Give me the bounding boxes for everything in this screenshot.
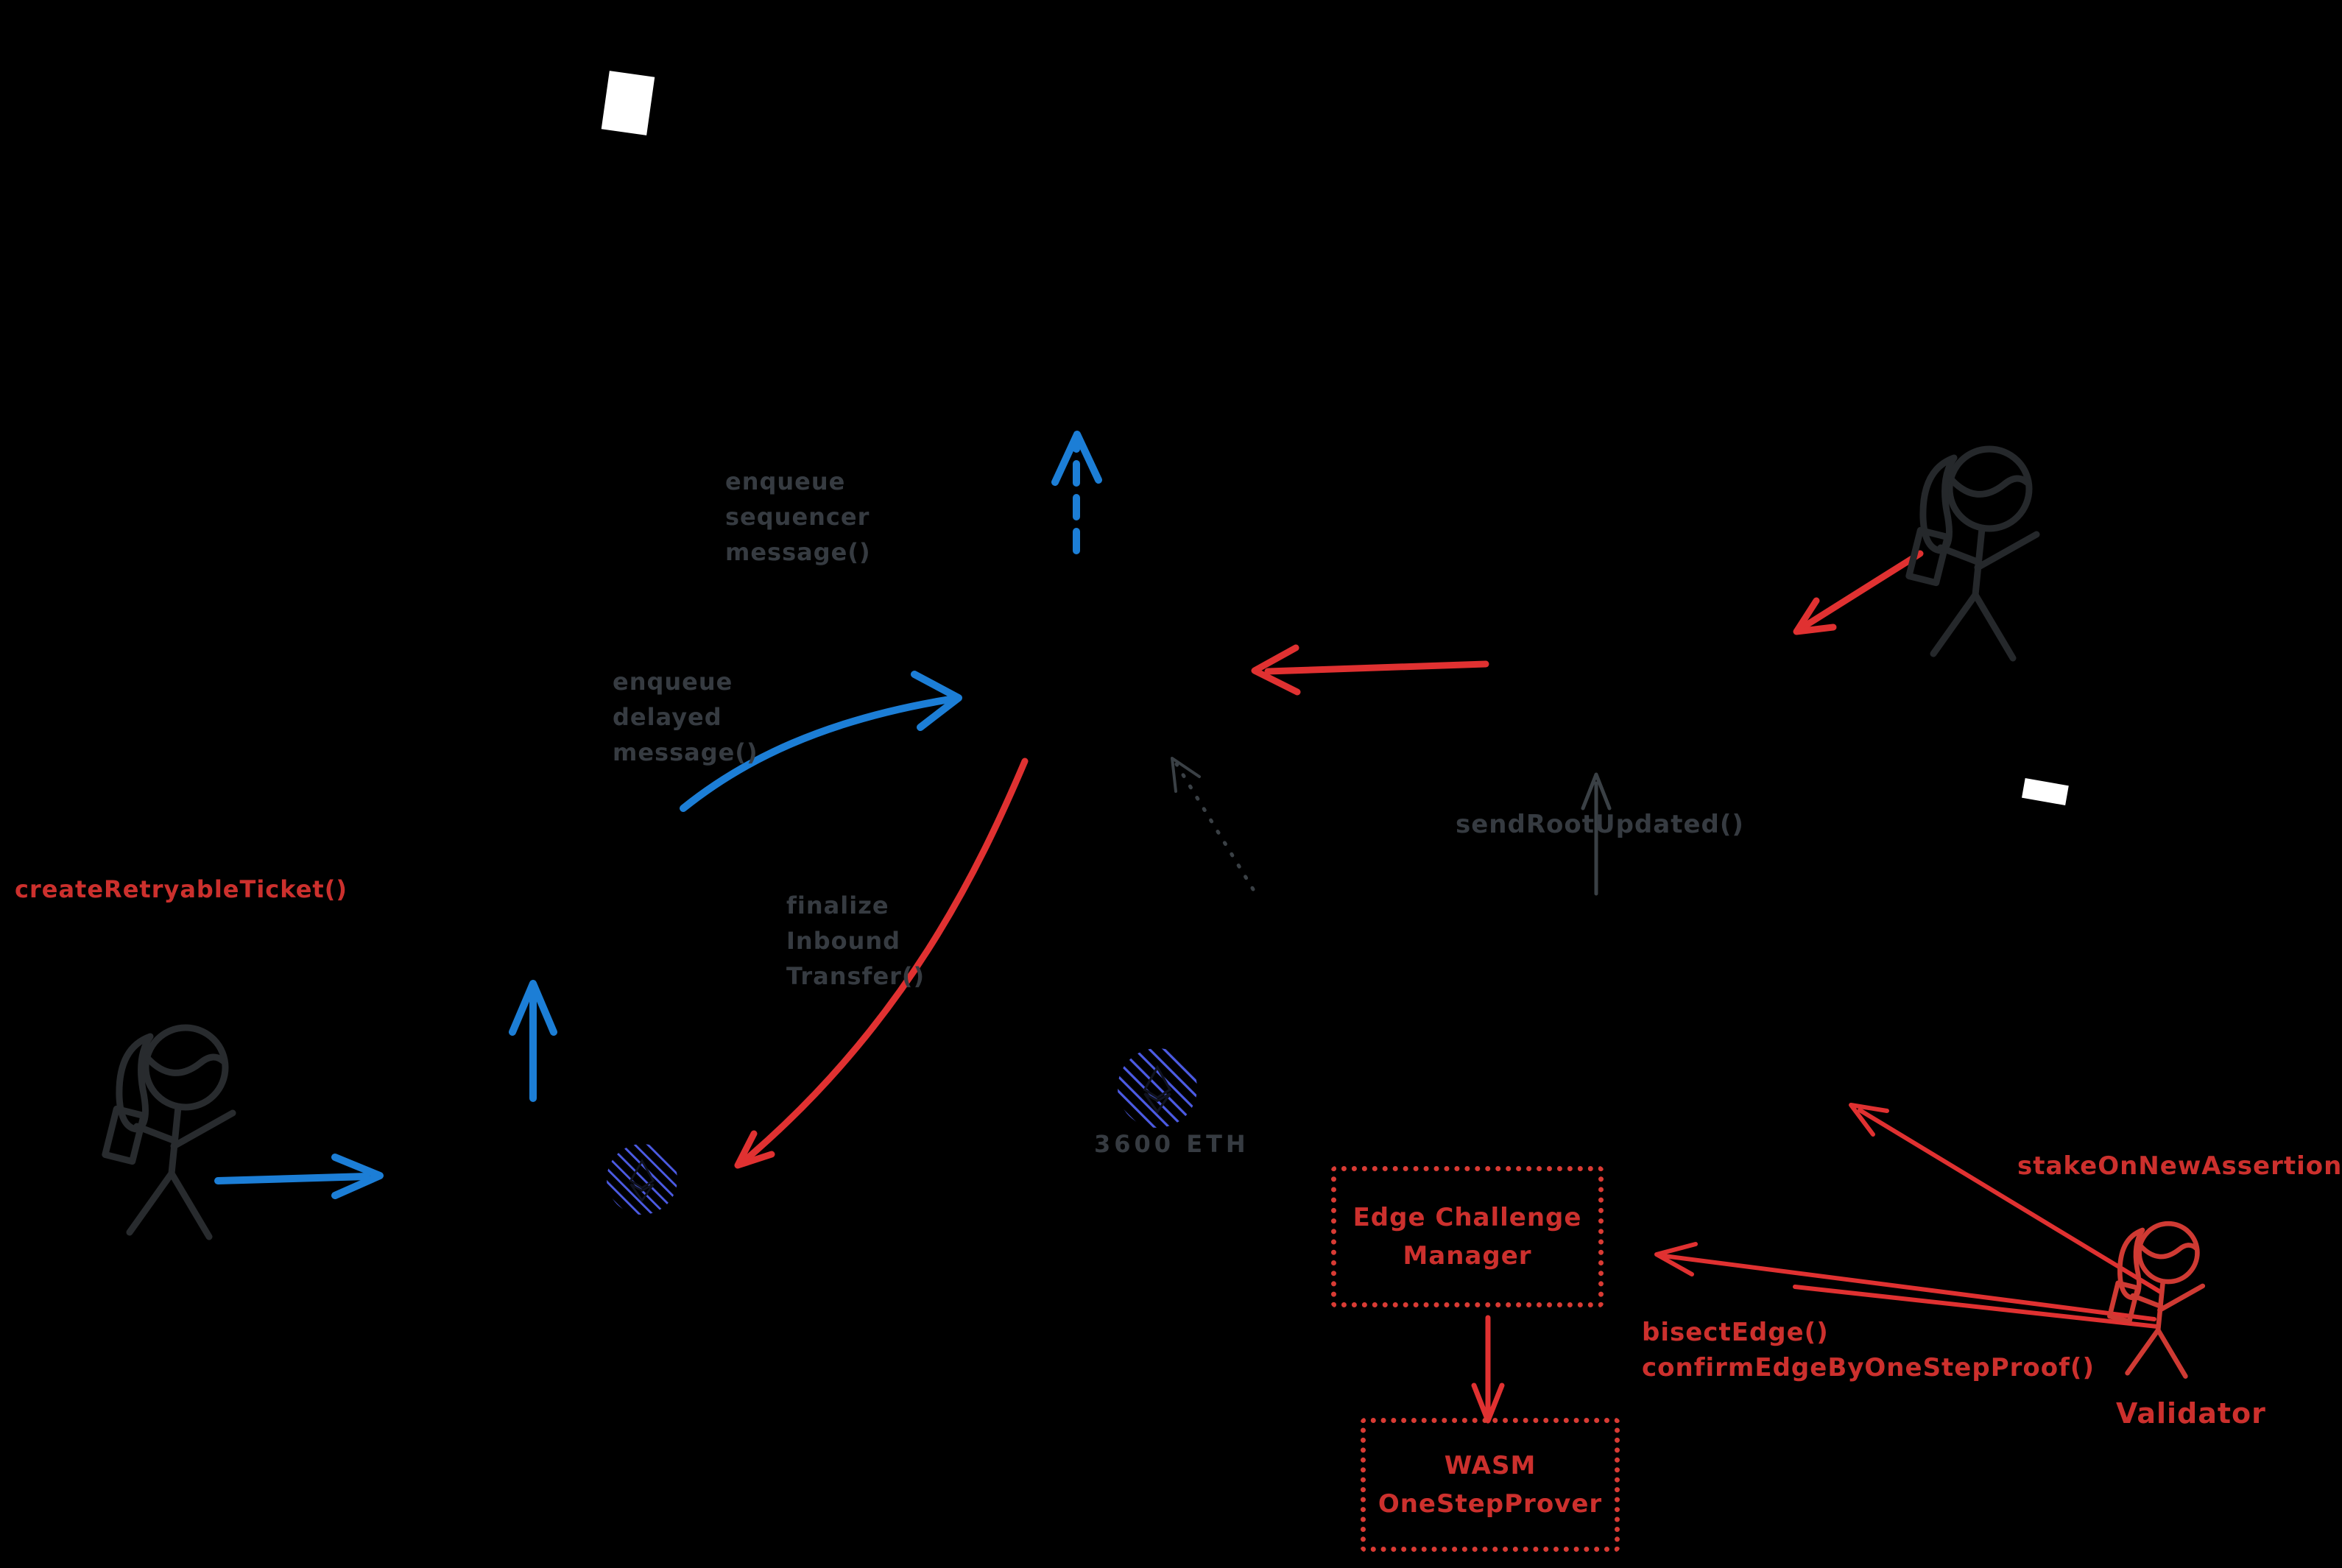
dotted-link-arrow: [1171, 757, 1255, 891]
wasm-one-step-prover-box: WASM OneStepProver: [1361, 1418, 1620, 1552]
bisect-confirm-label: bisectEdge() confirmEdgeByOneStepProof(): [1642, 1318, 2095, 1382]
validator-stick-figure: [2109, 1223, 2202, 1376]
proposer-down-arrow: [1793, 550, 1924, 635]
assertion-left-arrow: [1251, 644, 1489, 696]
document-icon-right: [2022, 777, 2069, 805]
validator-to-ecm-arrow: [1654, 1242, 2159, 1329]
proposer-stick-figure: [1909, 449, 2036, 658]
send-root-updated-label: sendRootUpdated(): [1456, 810, 1744, 839]
finalize-inbound-transfer-label: finalize Inbound Transfer(): [786, 891, 925, 990]
user-to-bridge-arrow: [214, 1154, 384, 1199]
stake-on-new-assertion-arrow: [1849, 1103, 2164, 1295]
eth-amount-label: 3600 ETH: [1094, 1130, 1249, 1158]
validator-label: Validator: [2116, 1397, 2266, 1430]
enqueue-delayed-message-label: enqueue delayed message(): [613, 668, 758, 766]
eth-coin-icon-bridge: [605, 1143, 679, 1216]
enqueue-sequencer-message-label: enqueue sequencer message(): [725, 467, 871, 566]
edge-challenge-manager-box: Edge Challenge Manager: [1331, 1166, 1604, 1307]
send-root-updated-arrow: [1581, 772, 1612, 896]
ecm-to-wasm-arrow: [1471, 1315, 1505, 1424]
bridge-up-arrow: [509, 980, 557, 1102]
user-stick-figure: [105, 1028, 233, 1237]
delayed-message-curved-arrow: [680, 671, 962, 812]
create-retryable-ticket-label: createRetryableTicket(): [15, 875, 348, 903]
finalize-inbound-curved-arrow: [734, 757, 1029, 1169]
document-icon-top: [601, 71, 655, 135]
sequencer-message-dashed-arrow: [1051, 431, 1102, 554]
stake-on-new-assertion-label: stakeOnNewAssertion(): [2017, 1151, 2342, 1181]
eth-coin-icon-escrow: [1116, 1047, 1199, 1129]
